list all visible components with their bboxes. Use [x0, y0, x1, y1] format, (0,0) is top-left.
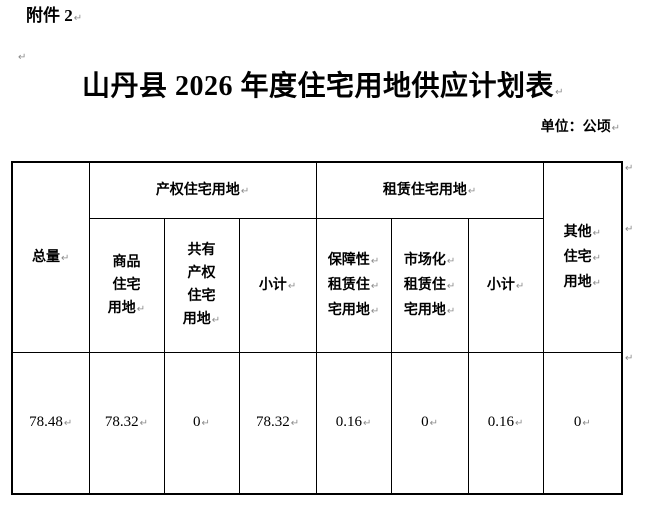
- paragraph-mark-icon: ↵: [211, 315, 221, 326]
- cell-property-subtotal-value: 78.32: [255, 413, 290, 430]
- header-guaranteed-rental: 保障性↵ 租赁住↵ 宅用地↵: [315, 217, 392, 353]
- page-title: 山丹县 2026 年度住宅用地供应计划表↵: [0, 71, 646, 109]
- paragraph-mark-icon: ↵: [446, 280, 456, 292]
- header-other-line: 用地: [563, 272, 592, 289]
- cell-other-value: 0: [573, 413, 582, 430]
- cell-shared-property: 0↵: [163, 351, 240, 495]
- data-row: 78.48↵ 78.32↵ 0↵ 78.32↵ 0.16↵ 0↵ 0.16↵ 0…: [11, 351, 623, 495]
- cell-total: 78.48↵: [11, 351, 90, 495]
- paragraph-mark-icon: ↵: [592, 277, 601, 289]
- header-property-subtotal-text: 小计: [258, 275, 287, 292]
- header-other: 其他↵ 住宅↵ 用地↵: [542, 161, 623, 353]
- paragraph-mark-icon: ↵: [515, 280, 525, 292]
- cell-shared-property-value: 0: [193, 413, 201, 430]
- cell-market-rental: 0↵: [390, 351, 469, 495]
- paragraph-mark-icon: ↵: [136, 303, 146, 315]
- paragraph-mark-icon: ↵: [514, 417, 524, 429]
- cell-rental-subtotal-value: 0.16: [487, 413, 514, 430]
- paragraph-mark-icon: ↵: [61, 252, 70, 264]
- paragraph-mark-icon: ↵: [370, 280, 380, 292]
- header-market-rental-line: 宅用地: [403, 300, 446, 317]
- cell-property-subtotal: 78.32↵: [238, 351, 317, 495]
- cell-commodity: 78.32↵: [88, 351, 165, 495]
- header-total: 总量↵: [11, 161, 90, 353]
- header-property-group: 产权住宅用地↵: [88, 161, 317, 219]
- header-row-groups: 总量↵ 产权住宅用地↵ 租赁住宅用地↵ 其他↵ 住宅↵ 用地↵: [11, 161, 623, 353]
- cell-guaranteed-rental: 0.16↵: [315, 351, 392, 495]
- header-shared-property-line: 共有: [187, 241, 216, 257]
- attachment-label: 附件 2↵: [26, 5, 82, 30]
- header-other-line: 住宅: [563, 247, 592, 264]
- unit-label: 单位：公顷↵: [541, 117, 620, 138]
- paragraph-mark-icon: ↵: [73, 13, 83, 24]
- paragraph-mark-icon: ↵: [201, 417, 210, 429]
- cell-guaranteed-rental-value: 0.16: [335, 413, 362, 430]
- header-shared-property: 共有 产权 住宅 用地↵: [163, 217, 240, 353]
- header-guaranteed-rental-line: 宅用地: [327, 300, 370, 317]
- paragraph-mark-icon: ↵: [63, 417, 73, 429]
- supply-plan-table: 总量↵ 产权住宅用地↵ 租赁住宅用地↵ 其他↵ 住宅↵ 用地↵ 商品 住宅: [11, 161, 624, 495]
- header-rental-group-text: 租赁住宅用地: [382, 180, 467, 197]
- header-rental-subtotal-text: 小计: [486, 275, 515, 292]
- cell-rental-subtotal: 0.16↵: [467, 351, 544, 495]
- header-property-subtotal: 小计↵: [238, 217, 317, 353]
- header-commodity: 商品 住宅 用地↵: [88, 217, 165, 353]
- header-commodity-line: 用地: [107, 298, 136, 315]
- paragraph-mark-icon: ↵: [240, 185, 250, 197]
- paragraph-mark-icon: ↵: [287, 280, 297, 292]
- row-end-mark-icon: ↵: [625, 163, 634, 174]
- paragraph-mark-icon: ↵: [467, 185, 477, 197]
- paragraph-mark-icon: ↵: [370, 305, 380, 317]
- header-total-text: 总量: [32, 247, 61, 264]
- header-rental-group: 租赁住宅用地↵: [315, 161, 544, 219]
- page-title-text: 山丹县 2026 年度住宅用地供应计划表: [82, 71, 555, 102]
- header-market-rental: 市场化↵ 租赁住↵ 宅用地↵: [390, 217, 469, 353]
- paragraph-mark-icon: ↵: [446, 305, 456, 317]
- header-guaranteed-rental-line: 租赁住: [327, 275, 370, 292]
- cell-commodity-value: 78.32: [104, 413, 139, 430]
- paragraph-mark-icon: ↵: [592, 252, 601, 264]
- header-market-rental-line: 市场化: [403, 250, 446, 267]
- cell-market-rental-value: 0: [421, 413, 429, 430]
- paragraph-mark-icon: ↵: [370, 255, 380, 267]
- header-row-subheaders: 商品 住宅 用地↵ 共有 产权 住宅 用地↵ 小计↵ 保障性↵ 租赁住↵ 宅用地…: [12, 217, 622, 353]
- cell-other: 0↵: [542, 351, 623, 495]
- unit-text: 单位：公顷: [540, 118, 611, 134]
- header-shared-property-line: 用地: [182, 310, 211, 326]
- paragraph-mark-icon: ↵: [446, 255, 456, 267]
- paragraph-mark-icon: ↵: [582, 417, 591, 429]
- header-other-line: 其他: [563, 222, 592, 239]
- header-shared-property-line: 产权: [187, 264, 216, 280]
- header-guaranteed-rental-line: 保障性: [327, 250, 370, 267]
- header-shared-property-line: 住宅: [187, 287, 216, 303]
- paragraph-mark-icon: ↵: [429, 417, 438, 429]
- header-commodity-line: 商品: [112, 252, 141, 269]
- paragraph-mark-icon: ↵: [555, 87, 564, 98]
- header-property-group-text: 产权住宅用地: [155, 180, 240, 197]
- cell-total-value: 78.48: [29, 413, 63, 430]
- paragraph-mark-icon: ↵: [611, 123, 620, 134]
- paragraph-mark-icon: ↵: [18, 52, 27, 63]
- header-rental-subtotal: 小计↵: [467, 217, 544, 353]
- row-end-mark-icon: ↵: [625, 353, 634, 364]
- paragraph-mark-icon: ↵: [290, 417, 300, 429]
- empty-paragraph: ↵: [17, 47, 26, 65]
- paragraph-mark-icon: ↵: [362, 417, 372, 429]
- paragraph-mark-icon: ↵: [592, 227, 601, 239]
- header-market-rental-line: 租赁住: [403, 275, 446, 292]
- row-end-mark-icon: ↵: [625, 224, 634, 235]
- attachment-text: 附件 2: [26, 6, 73, 25]
- paragraph-mark-icon: ↵: [139, 417, 149, 429]
- header-commodity-line: 住宅: [112, 275, 141, 292]
